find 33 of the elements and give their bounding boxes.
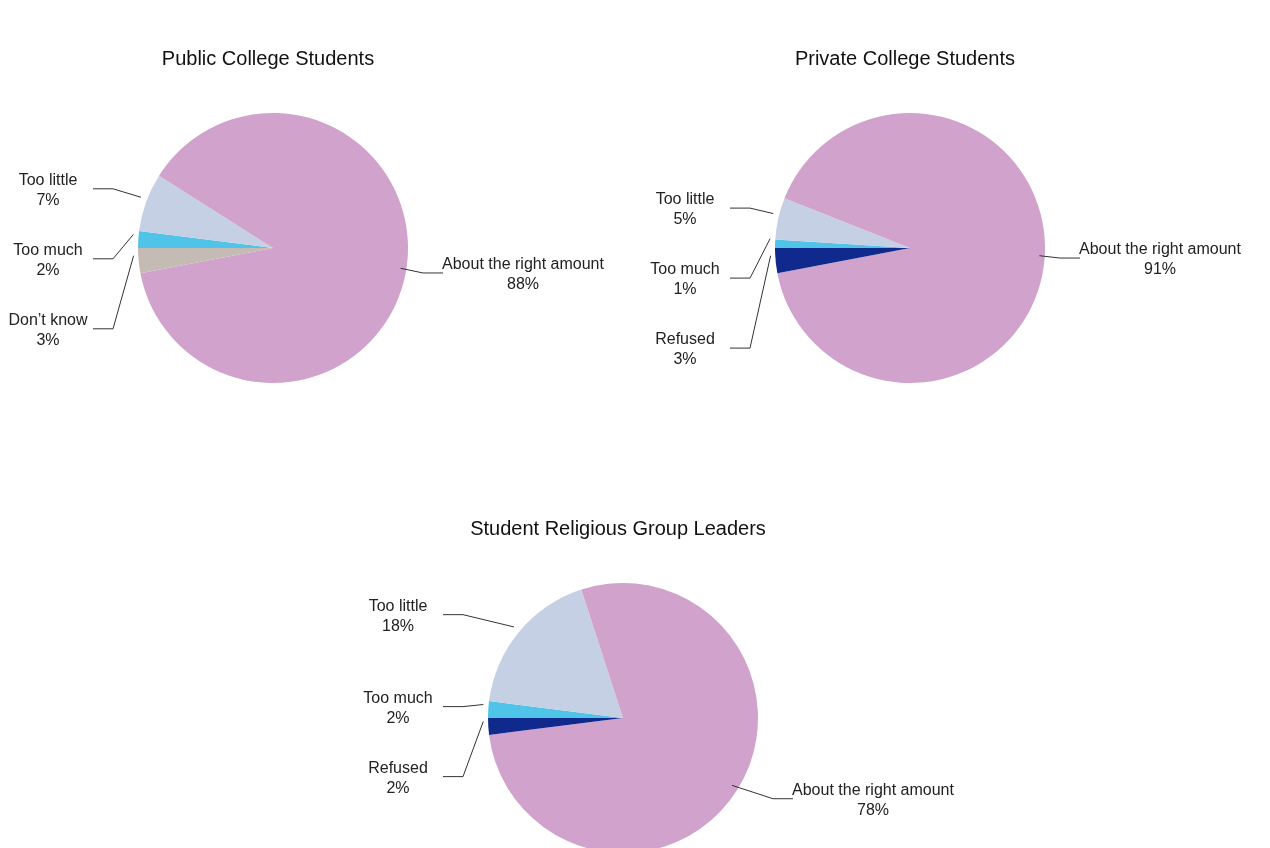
data-label: 78% bbox=[856, 800, 890, 818]
pie-slice bbox=[777, 113, 1045, 383]
slice-label: Refused bbox=[655, 330, 715, 348]
slice-label: About the right amount bbox=[1079, 240, 1242, 258]
pie-slice bbox=[775, 248, 910, 274]
slice-label: Refused bbox=[368, 758, 428, 776]
data-label: 88% bbox=[506, 274, 540, 292]
chart-title: Public College Students bbox=[160, 46, 376, 71]
pie-slice bbox=[140, 113, 408, 383]
slice-label: Too little bbox=[368, 596, 428, 614]
chart-title: Student Religious Group Leaders bbox=[469, 516, 767, 541]
data-label: 1% bbox=[673, 280, 697, 298]
chart-title: Private College Students bbox=[793, 46, 1017, 71]
data-label: 18% bbox=[381, 616, 415, 634]
data-label: 3% bbox=[36, 330, 60, 348]
data-label: 3% bbox=[673, 350, 697, 368]
data-label: 5% bbox=[673, 210, 697, 228]
slice-label: About the right amount bbox=[442, 254, 605, 272]
slice-label: Too much bbox=[363, 688, 433, 706]
data-label: 91% bbox=[1143, 260, 1177, 278]
slice-label: About the right amount bbox=[792, 780, 955, 798]
slice-label: Don’t know bbox=[8, 310, 89, 328]
data-label: 2% bbox=[386, 708, 410, 726]
slice-label: Too much bbox=[650, 260, 720, 278]
pie-slice bbox=[775, 198, 910, 248]
pie-slice bbox=[139, 175, 273, 248]
data-label: 2% bbox=[386, 778, 410, 796]
slice-label: Too much bbox=[13, 240, 83, 258]
slice-label: Too little bbox=[655, 190, 715, 208]
data-label: 7% bbox=[36, 190, 60, 208]
slice-label: Too little bbox=[18, 170, 78, 188]
data-label: 2% bbox=[36, 260, 60, 278]
pie-slice bbox=[138, 248, 273, 274]
